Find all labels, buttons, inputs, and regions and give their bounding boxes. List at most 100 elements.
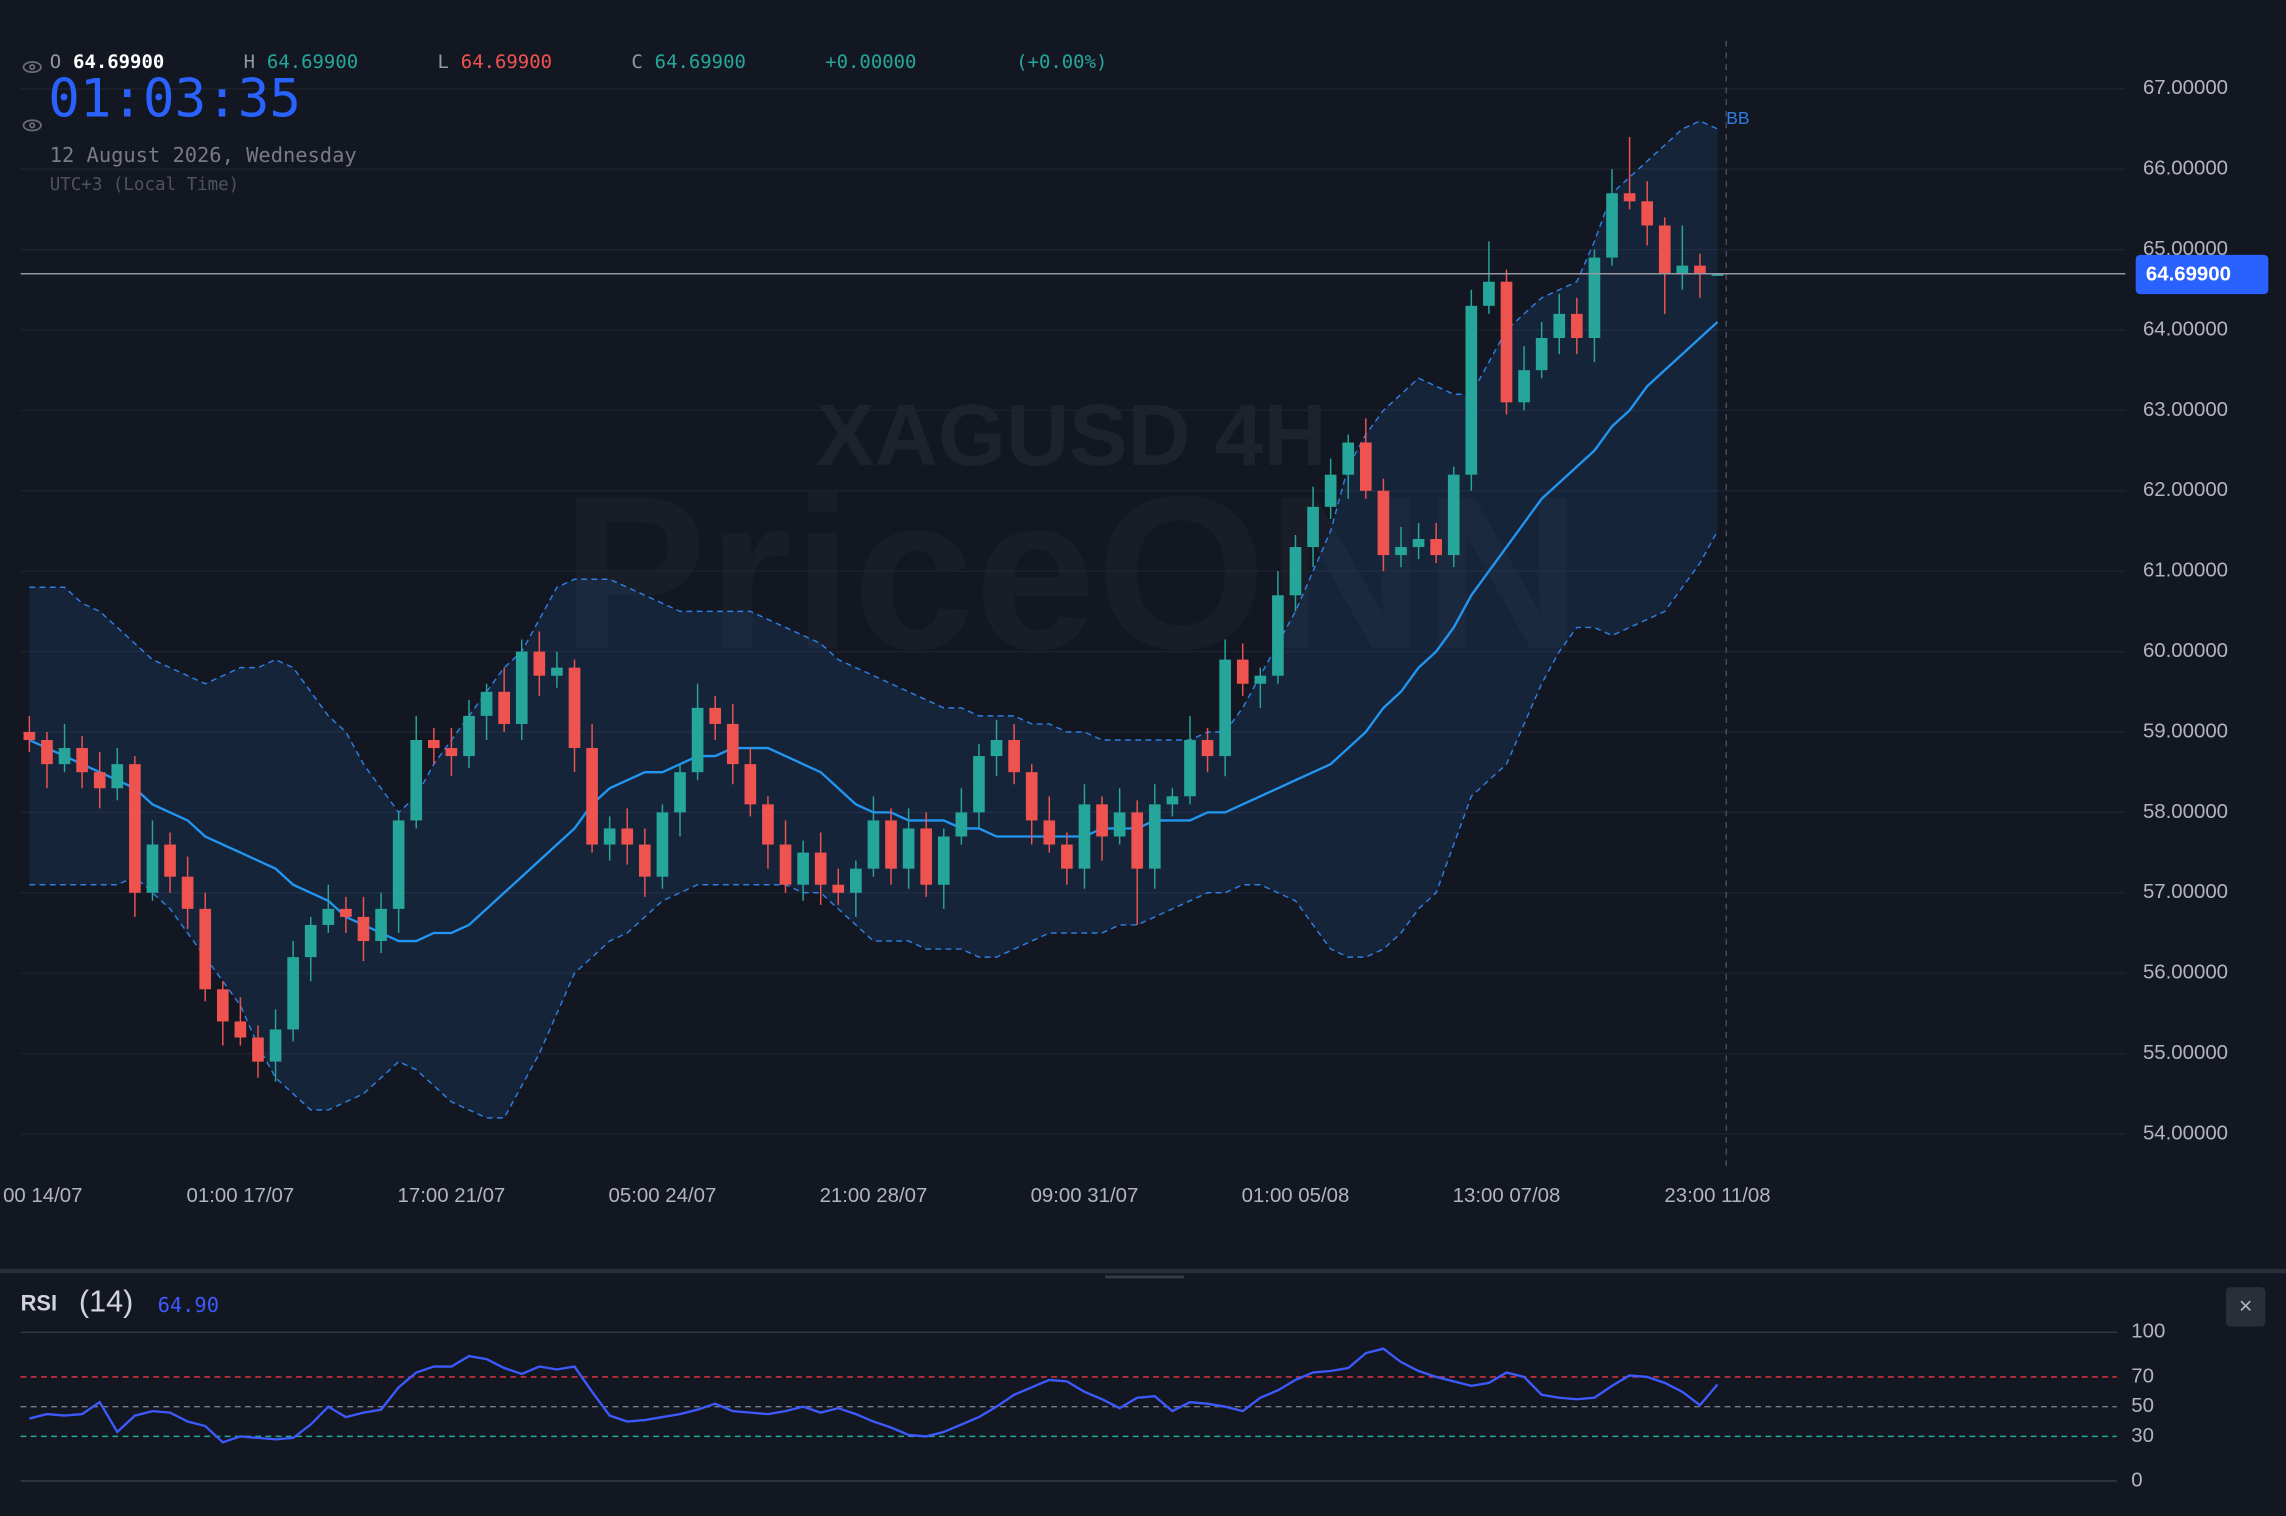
x-tick-label: 21:00 28/07 — [820, 1185, 928, 1207]
candle-body — [146, 844, 159, 893]
candle-body — [304, 924, 317, 958]
candle-body — [41, 740, 53, 765]
candle-body — [1289, 547, 1302, 596]
x-tick-label: 00 14/07 — [3, 1185, 82, 1207]
bb-fill — [29, 120, 1718, 1118]
candle-body — [1658, 225, 1671, 274]
candle-body — [463, 715, 475, 757]
candle-body — [1148, 804, 1161, 869]
y-tick-label: 63.00000 — [2143, 399, 2228, 421]
x-tick-label: 23:00 11/08 — [1664, 1185, 1770, 1207]
low-label: L — [437, 51, 448, 73]
y-tick-label: 100 — [2131, 1321, 2165, 1343]
candle-body — [1131, 812, 1144, 869]
candle-body — [1535, 338, 1548, 371]
low-value: 64.69900 — [461, 51, 552, 73]
candle-body — [586, 748, 598, 845]
rsi-title: RSI — [21, 1290, 57, 1315]
date: 12 August 2026, Wednesday — [50, 143, 357, 167]
clock: 01:03:35 — [48, 69, 301, 130]
candle-body — [111, 764, 124, 789]
candle-body — [1078, 804, 1091, 869]
candle-body — [920, 828, 933, 885]
candle-body — [427, 740, 440, 749]
y-tick-label: 70 — [2131, 1365, 2154, 1387]
candle-body — [850, 868, 862, 893]
candle-body — [1483, 281, 1495, 306]
rsi-last-value: 64.90 — [158, 1293, 219, 1317]
y-tick-label: 54.00000 — [2143, 1122, 2228, 1144]
candle-body — [1571, 313, 1583, 339]
x-tick-label: 01:00 17/07 — [187, 1185, 295, 1207]
candle-body — [885, 820, 897, 869]
candle-body — [744, 764, 757, 805]
candle-body — [164, 844, 176, 877]
candle-body — [76, 748, 88, 773]
price-plot: 54.00000 55.00000 56.00000 57.00000 58.00000… — [3, 40, 2269, 1207]
rsi-length: (14) — [79, 1284, 133, 1318]
timezone: UTC+3 (Local Time) — [50, 175, 239, 195]
candle-body — [216, 989, 229, 1022]
candle-body — [568, 667, 581, 749]
candle-body — [1166, 796, 1179, 805]
x-tick-label: 01:00 05/08 — [1242, 1185, 1350, 1207]
candle-body — [1447, 474, 1460, 556]
high-label: H — [244, 51, 255, 73]
watermark-symbol: XAGUSD 4H — [816, 386, 1326, 484]
change-percent: (+0.00%) — [1016, 51, 1107, 73]
rsi-pane: 100 70 50 30 0 RSI (14) 64.90 — [20, 1284, 2165, 1491]
candle-body — [498, 691, 510, 724]
candle-body — [392, 820, 405, 909]
last-price-label: 64.69900 — [2146, 264, 2231, 286]
candle-body — [357, 916, 370, 942]
y-tick-label: 62.00000 — [2143, 479, 2228, 501]
candle-body — [515, 651, 528, 724]
candle-body — [639, 844, 651, 877]
candle-body — [1201, 740, 1214, 757]
x-tick-label: 13:00 07/08 — [1453, 1185, 1561, 1207]
y-tick-label: 60.00000 — [2143, 640, 2228, 662]
candle-body — [814, 852, 827, 885]
x-tick-label: 05:00 24/07 — [609, 1185, 717, 1207]
candle-body — [1676, 265, 1689, 274]
candle-body — [480, 691, 493, 716]
y-tick-label: 56.00000 — [2143, 962, 2228, 984]
candle-body — [1184, 740, 1196, 797]
candle-body — [726, 723, 739, 765]
x-tick-label: 09:00 31/07 — [1031, 1185, 1139, 1207]
bb-label: BB — [1726, 108, 1749, 128]
candle-body — [603, 828, 616, 845]
ohlc-legend: O 64.69900 H 64.69900 L 64.69900 C 64.69… — [22, 51, 1107, 195]
candle-body — [1553, 313, 1566, 339]
candle-body — [551, 667, 563, 676]
candle-body — [691, 707, 704, 773]
close-label: C — [631, 51, 642, 73]
eye-icon — [22, 61, 42, 132]
candle-body — [1061, 844, 1073, 869]
candle-body — [129, 764, 141, 893]
y-tick-label: 65.00000 — [2143, 238, 2228, 260]
y-tick-label: 61.00000 — [2143, 560, 2228, 582]
x-tick-label: 17:00 21/07 — [398, 1185, 506, 1207]
y-tick-label: 55.00000 — [2143, 1042, 2228, 1064]
candle-body — [973, 756, 985, 813]
open-value: 64.69900 — [73, 51, 164, 73]
candle-body — [410, 740, 423, 821]
candle-body — [252, 1037, 264, 1062]
candle-body — [1219, 659, 1231, 757]
close-icon[interactable]: × — [2239, 1293, 2253, 1319]
candle-body — [762, 804, 774, 845]
close-button[interactable] — [2226, 1287, 2266, 1327]
y-tick-label: 0 — [2131, 1469, 2142, 1491]
last-price-box — [2135, 254, 2269, 295]
candle-body — [23, 731, 36, 741]
candle-body — [375, 908, 387, 942]
candle-body — [1359, 442, 1372, 491]
candle-body — [797, 852, 809, 885]
open-label: O — [50, 51, 61, 73]
candle-body — [1395, 547, 1407, 556]
candle-body — [1518, 370, 1530, 403]
candle-body — [269, 1029, 282, 1062]
candle-body — [340, 908, 352, 917]
